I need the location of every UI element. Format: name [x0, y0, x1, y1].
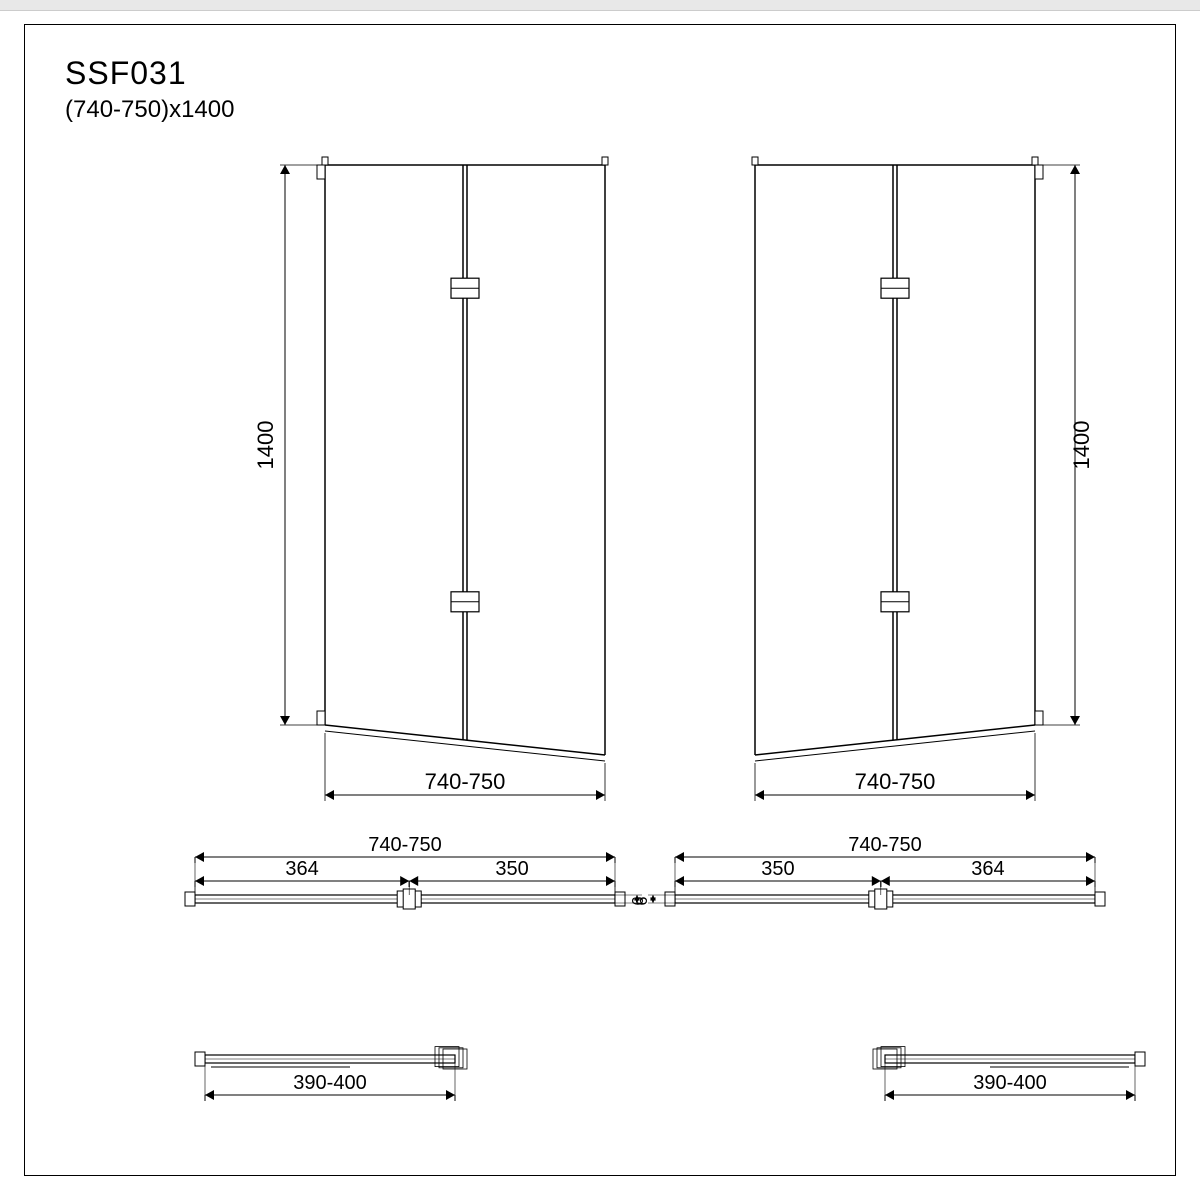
svg-text:350: 350: [761, 858, 794, 880]
svg-text:364: 364: [285, 858, 318, 880]
browser-chrome-bar: [0, 0, 1200, 11]
svg-text:740-750: 740-750: [425, 769, 506, 794]
svg-text:740-750: 740-750: [855, 769, 936, 794]
svg-text:740-750: 740-750: [848, 834, 921, 856]
svg-text:1400: 1400: [253, 421, 278, 470]
drawing-sheet: SSF031 (740-750)x1400 1400740-7501400740…: [24, 24, 1176, 1176]
svg-text:390-400: 390-400: [973, 1072, 1046, 1094]
svg-text:390-400: 390-400: [293, 1072, 366, 1094]
svg-text:6: 6: [630, 896, 647, 905]
svg-text:364: 364: [971, 858, 1004, 880]
svg-text:1400: 1400: [1069, 421, 1094, 470]
svg-text:350: 350: [495, 858, 528, 880]
svg-text:740-750: 740-750: [368, 834, 441, 856]
technical-drawing: 1400 740-750 1400 740-750 740-750 364 350 6 740-…: [25, 25, 1177, 1177]
